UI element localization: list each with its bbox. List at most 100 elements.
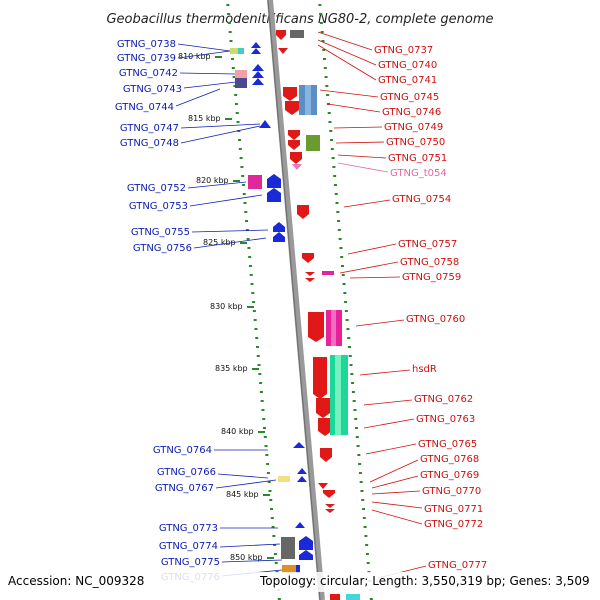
- gene-label-right[interactable]: GTNG_0759: [402, 272, 461, 283]
- gene-arrow-up: [267, 188, 281, 202]
- tick-dot: [327, 112, 331, 114]
- gene-label-left[interactable]: GTNG_0773: [159, 523, 218, 534]
- gene-label-left[interactable]: GTNG_0774: [159, 541, 218, 552]
- gene-label-right[interactable]: GTNG_0749: [384, 122, 443, 133]
- gene-label-right[interactable]: GTNG_0760: [406, 314, 465, 325]
- tick-dot: [235, 112, 239, 114]
- gene-label-right[interactable]: GTNG_0777: [428, 560, 487, 571]
- tick-dot: [252, 310, 256, 312]
- gene-label-left[interactable]: GTNG_0743: [123, 84, 182, 95]
- leader-line: [183, 81, 237, 89]
- gene-arrow-down: [323, 490, 335, 498]
- tick-dot: [263, 436, 267, 438]
- gene-label-left[interactable]: GTNG_0753: [129, 201, 188, 212]
- gene-arrow-up: [251, 42, 261, 48]
- tick-dot: [238, 139, 242, 141]
- gene-label-right[interactable]: GTNG_0745: [380, 92, 439, 103]
- tick-dot: [277, 598, 281, 600]
- leader-line: [343, 199, 391, 208]
- gene-label-right[interactable]: GTNG_0741: [378, 75, 437, 86]
- kbp-labels: 810 kbp 815 kbp 820 kbp 825 kbp 830 kbp 835 k…: [178, 52, 274, 562]
- tick-dot: [253, 319, 257, 321]
- gene-label-right[interactable]: GTNG_0754: [392, 194, 451, 205]
- gene-label-left[interactable]: GTNG_0752: [127, 183, 186, 194]
- gene-label-right[interactable]: GTNG_0769: [420, 470, 479, 481]
- gene-label-left[interactable]: GTNG_0775: [161, 557, 220, 568]
- tick-dot: [245, 229, 249, 231]
- gene-label-right[interactable]: GTNG_0762: [414, 394, 473, 405]
- leader-line: [371, 475, 419, 489]
- gene-label-left[interactable]: GTNG_0767: [155, 483, 214, 494]
- gene-label-right[interactable]: GTNG_0763: [416, 414, 475, 425]
- gene-label-right[interactable]: GTNG_0768: [420, 454, 479, 465]
- tick-dot: [336, 211, 340, 213]
- map-title: Geobacillus thermodenitrificans NG80-2, …: [106, 12, 493, 27]
- leader-line: [369, 459, 419, 483]
- gene-label-right[interactable]: GTNG_0771: [424, 504, 483, 515]
- gene-block: [235, 70, 247, 78]
- leader-line: [371, 501, 423, 509]
- kbp-tick-mark: [225, 118, 232, 120]
- tick-dot: [248, 256, 252, 258]
- tick-dot: [339, 247, 343, 249]
- leader-line: [339, 261, 399, 274]
- kbp-label: 815 kbp: [188, 114, 221, 123]
- gene-arrow-down: [292, 164, 302, 170]
- gene-arrow-down: [305, 278, 315, 282]
- gene-label-right[interactable]: GTNG_0758: [400, 257, 459, 268]
- tick-dot: [234, 94, 238, 96]
- tick-dot: [356, 445, 360, 447]
- tick-dot: [234, 103, 238, 105]
- tick-dot: [334, 193, 338, 195]
- gene-label-right[interactable]: GTNG_0772: [424, 519, 483, 530]
- gene-arrow-up: [252, 64, 264, 71]
- gene-label-left[interactable]: GTNG_0742: [119, 68, 178, 79]
- gene-arrow-up: [273, 232, 285, 242]
- gene-label-left[interactable]: GTNG_0747: [120, 123, 179, 134]
- gene-label-left[interactable]: GTNG_0738: [117, 39, 176, 50]
- gene-label-right[interactable]: hsdR: [412, 364, 437, 375]
- gene-label-right[interactable]: GTNG_t054: [390, 168, 447, 179]
- leader-line: [191, 229, 269, 233]
- tick-dot: [270, 508, 274, 510]
- gene-label-right[interactable]: GTNG_0750: [386, 137, 445, 148]
- gene-label-right[interactable]: GTNG_0770: [422, 486, 481, 497]
- gene-label-right[interactable]: GTNG_0737: [374, 45, 433, 56]
- gene-label-right[interactable]: GTNG_0751: [388, 153, 447, 164]
- tick-dot: [273, 544, 277, 546]
- leader-line: [317, 39, 377, 66]
- kbp-tick-mark: [233, 180, 240, 182]
- tick-dot: [318, 4, 322, 6]
- gene-label-right[interactable]: GTNG_0740: [378, 60, 437, 71]
- kbp-label: 850 kbp: [230, 553, 263, 562]
- gene-label-left[interactable]: GTNG_0739: [117, 53, 176, 64]
- tick-dot: [258, 373, 262, 375]
- leader-line: [221, 559, 283, 563]
- tick-dot: [247, 247, 251, 249]
- tick-dot: [263, 427, 267, 429]
- tick-dot: [252, 301, 256, 303]
- gene-block: [281, 537, 295, 559]
- gene-label-right[interactable]: GTNG_0746: [382, 107, 441, 118]
- leader-line: [177, 50, 231, 59]
- gene-label-left[interactable]: GTNG_0748: [120, 138, 179, 149]
- gene-label-left[interactable]: GTNG_0744: [115, 102, 174, 113]
- tick-dot: [246, 238, 250, 240]
- tick-dot: [227, 13, 231, 15]
- tick-dot: [366, 562, 370, 564]
- gene-label-left[interactable]: GTNG_0764: [153, 445, 212, 456]
- tick-dot: [326, 94, 330, 96]
- gene-block: [331, 310, 336, 346]
- gene-arrow-up: [299, 550, 313, 560]
- tick-dot: [319, 13, 323, 15]
- tick-dot: [254, 328, 258, 330]
- gene-label-left[interactable]: GTNG_0755: [131, 227, 190, 238]
- gene-block: [235, 78, 247, 88]
- gene-label-right[interactable]: GTNG_0765: [418, 439, 477, 450]
- tick-dot: [340, 265, 344, 267]
- gene-label-right[interactable]: GTNG_0757: [398, 239, 457, 250]
- tick-dot: [226, 4, 230, 6]
- tick-dot: [236, 121, 240, 123]
- gene-label-left[interactable]: GTNG_0766: [157, 467, 216, 478]
- gene-label-left[interactable]: GTNG_0756: [133, 243, 192, 254]
